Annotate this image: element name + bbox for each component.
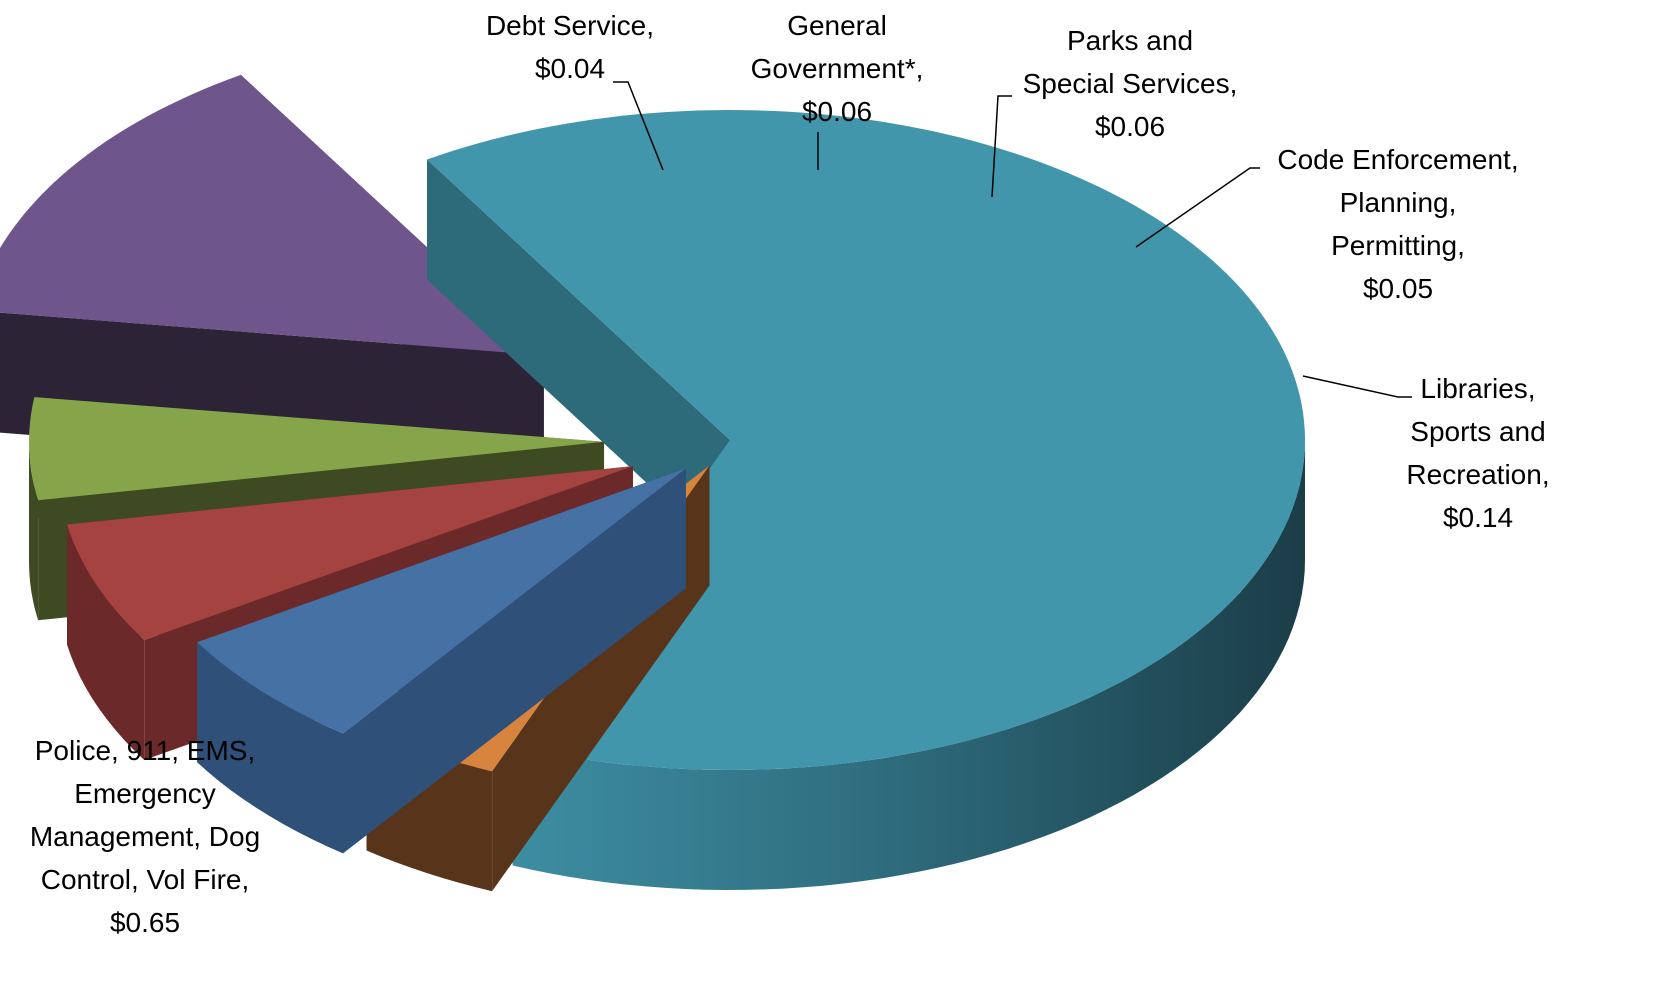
leader-line <box>1302 375 1412 398</box>
slice-name-label: Special Services, <box>1023 68 1238 99</box>
slice-name-label: Debt Service, <box>486 10 654 41</box>
slice-label: General Government*, $0.06 <box>751 10 924 127</box>
slice-top-face <box>67 466 633 640</box>
slice-label: Parks and Special Services, $0.06 <box>1023 25 1238 142</box>
slice-name-label: Police, 911, EMS, <box>35 735 255 766</box>
slice-name-label: Government*, <box>751 53 924 84</box>
leader-line <box>1135 167 1260 248</box>
pie-slices <box>0 74 1305 892</box>
slice-outer-wall <box>197 642 343 854</box>
slice-name-label: General <box>787 10 887 41</box>
slice-top-face <box>197 468 686 734</box>
slice-label: Code Enforcement, Planning, Permitting, $0.… <box>1277 144 1518 304</box>
slice-value-label: $0.65 <box>110 907 180 938</box>
leader-line <box>991 95 1012 198</box>
slice-value-label: $0.06 <box>1095 111 1165 142</box>
slice-labels: Police, 911, EMS, Emergency Management, Do… <box>30 10 1550 938</box>
slice-name-label: Code Enforcement, <box>1277 144 1518 175</box>
slice-value-label: $0.05 <box>1363 273 1433 304</box>
slice-name-label: Emergency <box>74 778 216 809</box>
slice-top-face <box>29 397 604 501</box>
slice-name-label: Sports and <box>1410 416 1545 447</box>
slice-name-label: Recreation, <box>1406 459 1549 490</box>
slice-name-label: Planning, <box>1340 187 1457 218</box>
leader-line <box>613 81 664 171</box>
slice-name-label: Control, Vol Fire, <box>41 864 250 895</box>
slice-name-label: Management, Dog <box>30 821 260 852</box>
slice-outer-wall <box>67 524 145 760</box>
slice-label: Police, 911, EMS, Emergency Management, Do… <box>30 735 260 938</box>
slice-value-label: $0.14 <box>1443 502 1513 533</box>
slice-top-face <box>0 74 544 356</box>
slice-side-face <box>427 159 730 561</box>
slice-value-label: $0.04 <box>535 53 605 84</box>
slice-outer-wall <box>512 440 1305 890</box>
slice-name-label: Libraries, <box>1420 373 1535 404</box>
slice-value-label: $0.06 <box>802 96 872 127</box>
slice-label: Libraries, Sports and Recreation, $0.14 <box>1406 373 1549 533</box>
pie-slice <box>197 468 686 854</box>
slice-outer-wall <box>29 441 39 621</box>
slice-label: Debt Service, $0.04 <box>486 10 654 84</box>
slice-name-label: Permitting, <box>1331 230 1465 261</box>
slice-name-label: Parks and <box>1067 25 1193 56</box>
leader-lines <box>613 81 1412 398</box>
